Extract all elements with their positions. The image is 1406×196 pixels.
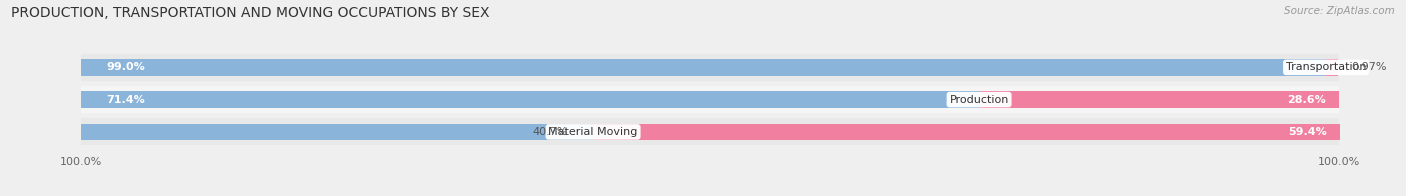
Bar — [82, 59, 1326, 76]
Text: 40.7%: 40.7% — [533, 127, 568, 137]
Bar — [82, 118, 1339, 145]
Text: Source: ZipAtlas.com: Source: ZipAtlas.com — [1284, 6, 1395, 16]
Bar — [82, 86, 1339, 113]
Legend: Male, Female: Male, Female — [648, 193, 772, 196]
Bar — [1326, 59, 1339, 76]
Text: 0.97%: 0.97% — [1351, 62, 1386, 72]
Text: 71.4%: 71.4% — [107, 95, 145, 105]
Text: Material Moving: Material Moving — [548, 127, 638, 137]
Text: Production: Production — [949, 95, 1008, 105]
Text: 28.6%: 28.6% — [1288, 95, 1326, 105]
Text: PRODUCTION, TRANSPORTATION AND MOVING OCCUPATIONS BY SEX: PRODUCTION, TRANSPORTATION AND MOVING OC… — [11, 6, 489, 20]
Bar — [593, 123, 1340, 140]
Bar — [82, 123, 593, 140]
Text: Transportation: Transportation — [1286, 62, 1367, 72]
Bar — [82, 91, 979, 108]
Bar — [82, 54, 1339, 81]
Text: 99.0%: 99.0% — [107, 62, 145, 72]
Text: 59.4%: 59.4% — [1289, 127, 1327, 137]
Bar — [979, 91, 1339, 108]
